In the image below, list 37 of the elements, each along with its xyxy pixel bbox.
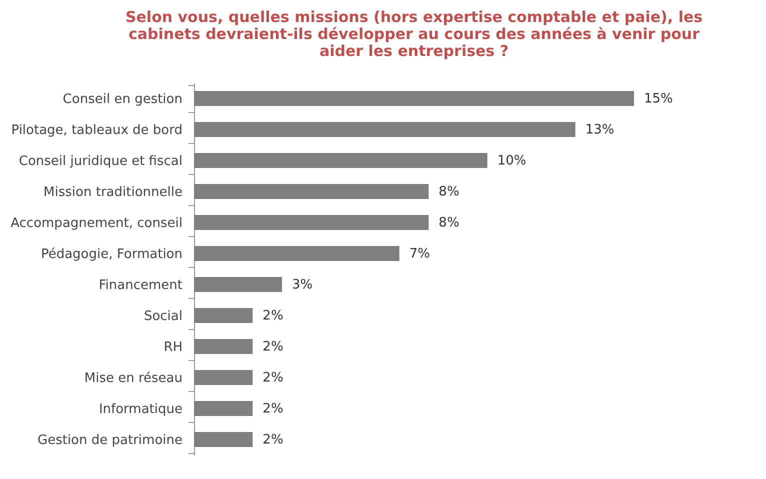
bar xyxy=(194,184,429,199)
y-tick-label: Financement xyxy=(98,278,182,293)
y-tick-label: Mise en réseau xyxy=(84,371,182,386)
bar xyxy=(194,122,576,137)
data-label: 13% xyxy=(585,122,614,138)
chart-title: Selon vous, quelles missions (hors expertise comptable et paie), les cabinets devraient-ils développer au cours des années à venir pour aider les entreprises ? xyxy=(125,8,703,60)
y-tick-label: Mission traditionnelle xyxy=(44,185,182,200)
data-label: 2% xyxy=(262,432,284,448)
y-tick-label: Gestion de patrimoine xyxy=(38,433,182,448)
bar xyxy=(194,91,634,106)
y-tick-label: Informatique xyxy=(98,402,182,417)
bar xyxy=(194,246,400,261)
y-tick-label: Pilotage, tableaux de bord xyxy=(11,123,182,138)
y-tick-label: Conseil juridique et fiscal xyxy=(18,154,182,169)
bar xyxy=(194,401,253,416)
bar xyxy=(194,277,282,292)
data-label: 2% xyxy=(262,402,284,416)
data-label: 8% xyxy=(438,184,460,200)
data-label: 2% xyxy=(262,340,284,354)
bar xyxy=(194,153,488,168)
y-tick-label: Social xyxy=(144,309,182,324)
data-label: 2% xyxy=(262,308,284,324)
data-label: 10% xyxy=(497,154,526,168)
bar xyxy=(194,308,253,323)
y-tick-label: Accompagnement, conseil xyxy=(10,216,182,231)
bar xyxy=(194,215,429,230)
y-tick-label: RH xyxy=(164,340,182,355)
y-tick-label: Conseil en gestion xyxy=(62,92,182,107)
y-tick-label: Pédagogie, Formation xyxy=(40,247,182,262)
data-label: 2% xyxy=(262,370,284,386)
bar xyxy=(194,339,253,354)
data-label: 3% xyxy=(292,278,313,292)
bar xyxy=(194,432,253,447)
data-label: 8% xyxy=(438,216,460,230)
data-label: 15% xyxy=(644,92,673,106)
bar xyxy=(194,370,253,385)
data-label: 7% xyxy=(409,246,430,262)
